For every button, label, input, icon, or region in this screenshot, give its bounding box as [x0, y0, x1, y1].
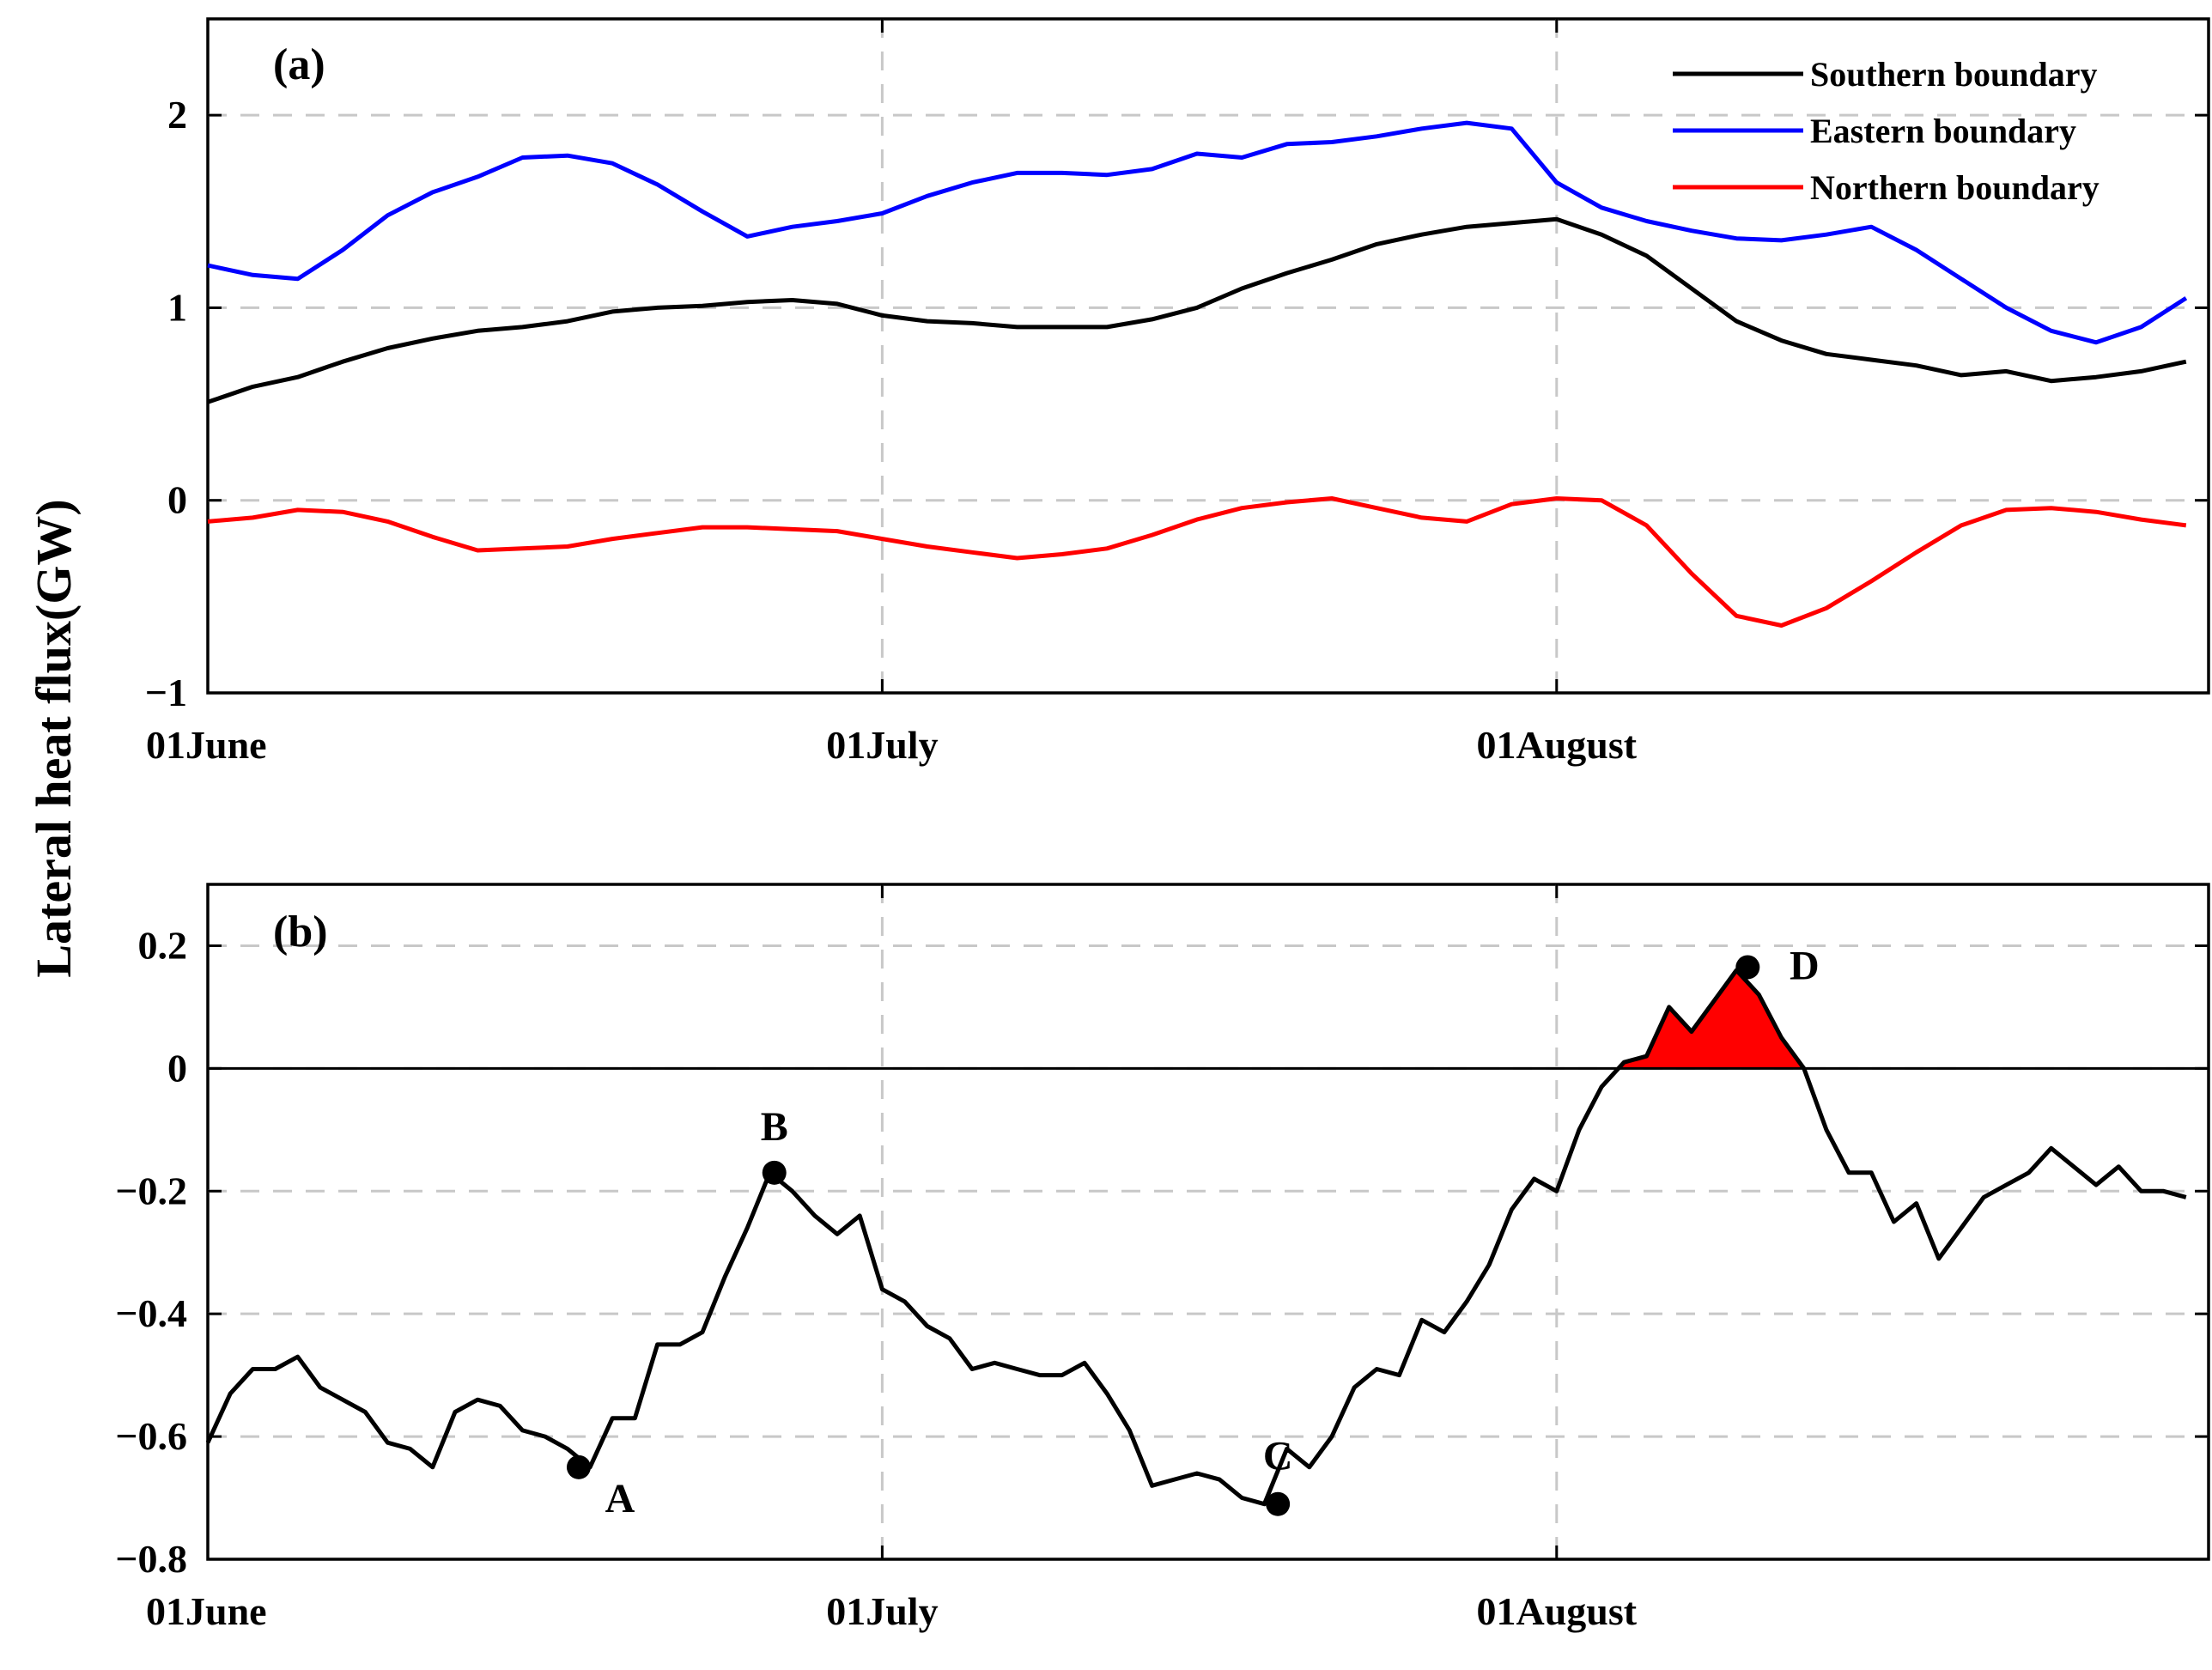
x-tick-label: 01June — [146, 1589, 267, 1633]
panel-a-label: (a) — [273, 40, 325, 89]
panel-a-series — [207, 120, 2188, 628]
point-c-marker — [1266, 1491, 1291, 1516]
point-c-label: C — [1263, 1434, 1293, 1479]
x-tick-label: 01August — [1476, 723, 1637, 767]
series-line-net — [205, 968, 2187, 1507]
y-tick-label: −0.2 — [115, 1169, 187, 1212]
panel-b-ticks: −0.8 −0.6 −0.4 −0.2 0 0.2 01June 01July 01August — [115, 884, 2209, 1633]
y-tick-label: 0 — [167, 1046, 187, 1090]
x-tick-label: 01July — [826, 1589, 938, 1633]
legend: Southern boundary Eastern boundary North… — [1673, 55, 2100, 207]
panel-a-grid — [208, 19, 2209, 693]
series-line-southern-boundary — [207, 216, 2187, 404]
point-b-label: B — [761, 1104, 788, 1150]
x-tick-label: 01June — [146, 723, 267, 767]
panel-b-label: (b) — [273, 908, 328, 956]
point-a-label: A — [605, 1476, 635, 1521]
y-tick-label: 0.2 — [138, 923, 188, 967]
point-b-marker — [762, 1160, 787, 1185]
y-tick-label: −0.4 — [115, 1291, 187, 1335]
y-tick-label: −1 — [145, 671, 187, 714]
legend-southern-label: Southern boundary — [1810, 55, 2098, 94]
panel-a-frame — [206, 17, 2210, 695]
x-tick-label: 01August — [1476, 1589, 1637, 1633]
y-tick-label: 2 — [167, 93, 187, 137]
panel-b-series — [205, 968, 2187, 1507]
panel-b: −0.8 −0.6 −0.4 −0.2 0 0.2 01June 01July 01August… — [115, 883, 2210, 1633]
y-tick-label: −0.6 — [115, 1414, 187, 1458]
x-tick-label: 01July — [826, 723, 938, 767]
point-a-marker — [566, 1454, 591, 1479]
series-line-eastern-boundary — [207, 120, 2188, 345]
y-axis-label: Lateral heat flux(GW) — [26, 499, 82, 977]
panel-b-frame — [206, 883, 2210, 1561]
panel-b-annotations: A B C D — [566, 943, 1820, 1521]
panel-a-ticks: −1 0 1 2 01June 01July 01August — [145, 19, 2209, 767]
panel-b-grid — [208, 884, 2209, 1559]
y-tick-label: 1 — [167, 285, 187, 329]
point-d-marker — [1735, 955, 1760, 980]
legend-northern-label: Northern boundary — [1810, 168, 2100, 207]
y-tick-label: −0.8 — [115, 1537, 187, 1581]
y-tick-label: 0 — [167, 478, 187, 522]
panel-a: −1 0 1 2 01June 01July 01August (a) Southern b… — [145, 17, 2210, 767]
series-line-northern-boundary — [207, 496, 2187, 628]
legend-eastern-label: Eastern boundary — [1810, 112, 2076, 150]
point-d-label: D — [1790, 943, 1820, 988]
